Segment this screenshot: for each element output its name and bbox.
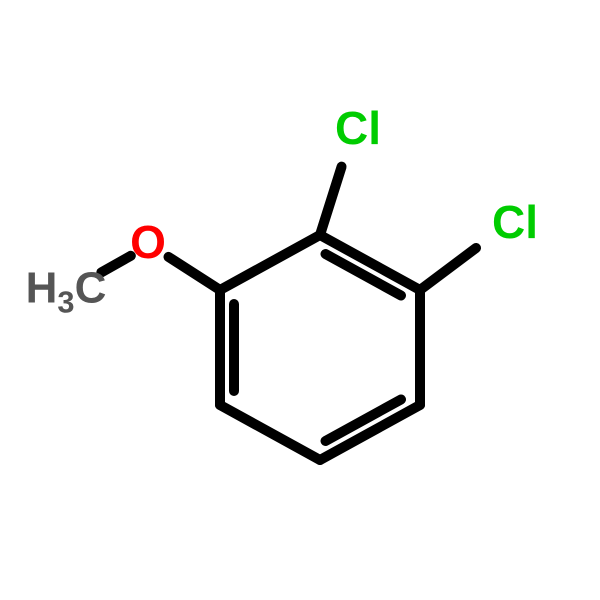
atom-O: O — [130, 215, 166, 269]
molecule-canvas: O H3C Cl Cl — [0, 0, 600, 600]
atom-Cl_b: Cl — [492, 195, 538, 249]
atom-Cl_a: Cl — [335, 101, 381, 155]
atom-CH3: H3C — [26, 264, 107, 321]
